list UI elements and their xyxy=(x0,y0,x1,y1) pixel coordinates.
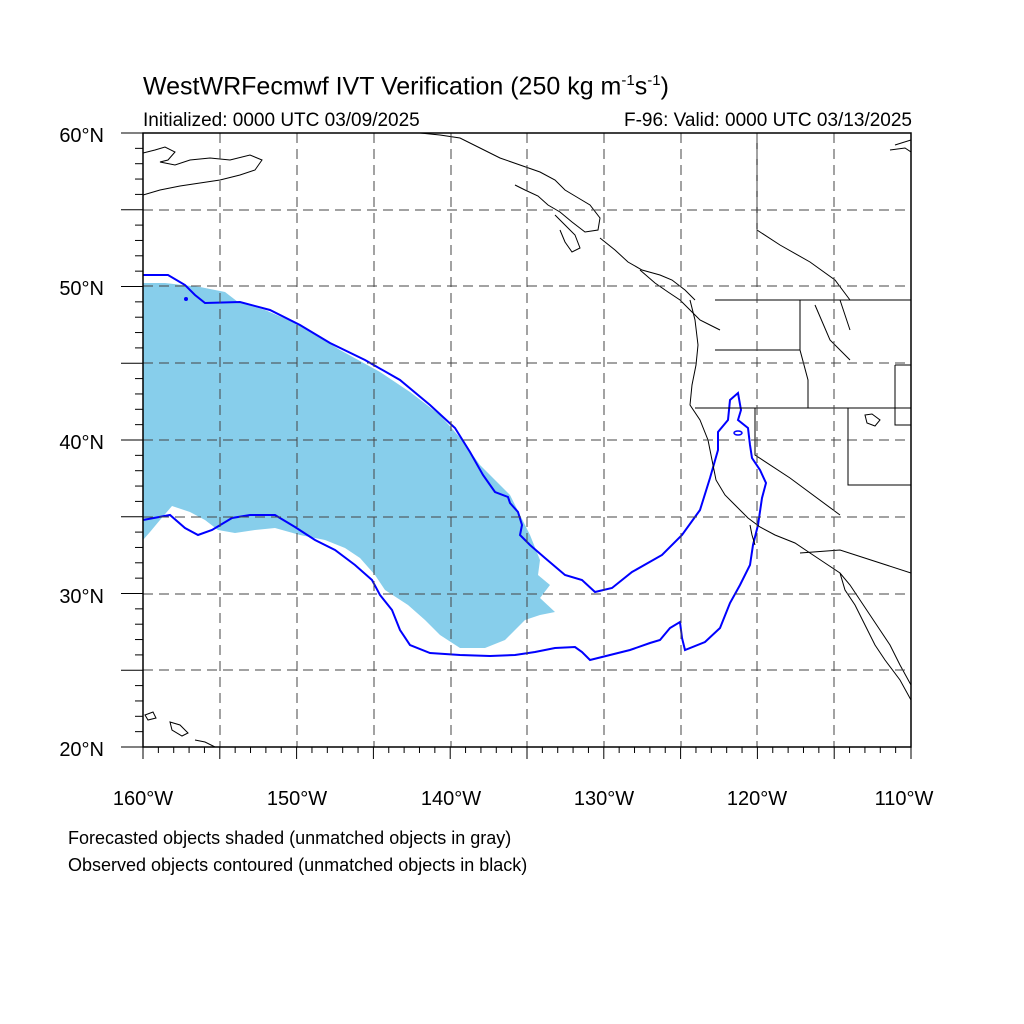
legend-notes: Forecasted objects shaded (unmatched obj… xyxy=(68,825,527,879)
lat-label-60n: 60°N xyxy=(59,125,104,147)
observed-small-object xyxy=(184,297,188,301)
lon-label-110w: 110°W xyxy=(875,788,934,810)
lat-label-40n: 40°N xyxy=(59,432,104,454)
lon-label-160w: 160°W xyxy=(113,788,173,810)
coastlines xyxy=(143,133,911,747)
lon-label-140w: 140°W xyxy=(421,788,481,810)
plot-title: WestWRFecmwf IVT Verification (250 kg m-… xyxy=(143,72,669,101)
lon-label-150w: 150°W xyxy=(267,788,327,810)
lat-label-50n: 50°N xyxy=(59,278,104,300)
forecast-note: Forecasted objects shaded (unmatched obj… xyxy=(68,828,512,848)
lon-label-130w: 130°W xyxy=(574,788,634,810)
valid-time: F-96: Valid: 0000 UTC 03/13/2025 xyxy=(624,110,912,131)
axis-ticks xyxy=(121,132,912,759)
lat-label-30n: 30°N xyxy=(59,586,104,608)
initialized-time: Initialized: 0000 UTC 03/09/2025 xyxy=(143,110,420,131)
lon-label-120w: 120°W xyxy=(727,788,787,810)
lat-label-20n: 20°N xyxy=(59,739,104,761)
observed-note: Observed objects contoured (unmatched ob… xyxy=(68,855,528,875)
forecast-object xyxy=(143,283,555,648)
observed-hole xyxy=(733,430,743,436)
graticule xyxy=(143,133,911,747)
observed-object xyxy=(143,274,768,662)
